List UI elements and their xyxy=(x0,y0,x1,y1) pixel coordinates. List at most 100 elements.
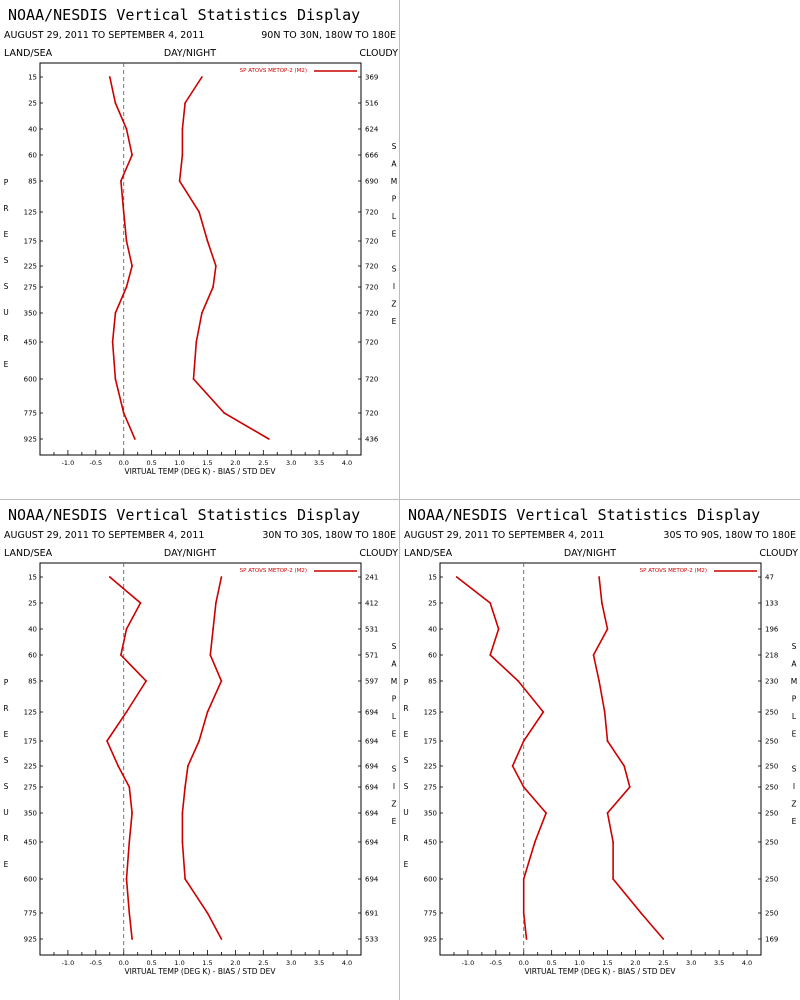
data-point xyxy=(125,628,128,630)
y2-axis-label-letter: P xyxy=(392,695,397,704)
pressure-tick-label: 350 xyxy=(24,810,37,818)
x-tick-label: 3.0 xyxy=(286,459,296,467)
date-range: AUGUST 29, 2011 TO SEPTEMBER 4, 2011 xyxy=(4,30,204,41)
data-point xyxy=(178,180,181,182)
series-line-std-dev xyxy=(181,576,223,940)
pressure-tick-label: 125 xyxy=(24,709,37,717)
land-sea-label: LAND/SEA xyxy=(404,548,453,559)
panel-title: NOAA/NESDIS Vertical Statistics Display xyxy=(408,506,760,524)
y-axis-label-letter: R xyxy=(3,834,8,843)
series-line-bias xyxy=(109,76,136,440)
pressure-tick-label: 60 xyxy=(28,152,37,160)
data-point xyxy=(131,812,134,814)
x-tick-label: 2.0 xyxy=(230,459,240,467)
data-point xyxy=(542,711,545,713)
pressure-tick-label: 25 xyxy=(28,600,37,608)
day-night-label: DAY/NIGHT xyxy=(164,48,216,59)
y2-axis-label-letter: L xyxy=(792,712,797,721)
data-point xyxy=(184,878,187,880)
x-axis-label: VIRTUAL TEMP (DEG K) - BIAS / STD DEV xyxy=(524,967,676,976)
x-tick-label: -1.0 xyxy=(62,959,75,967)
pressure-tick-label: 175 xyxy=(24,238,37,246)
data-point xyxy=(192,378,195,380)
x-tick-label: 4.0 xyxy=(342,959,352,967)
sample-size-label: 169 xyxy=(765,936,778,944)
region: 30N TO 30S, 180W TO 180E xyxy=(262,530,396,541)
chart-svg: NOAA/NESDIS Vertical Statistics Display A… xyxy=(3,506,398,976)
sample-size-label: 720 xyxy=(365,410,378,418)
y2-axis-label-letter: P xyxy=(792,695,797,704)
data-point xyxy=(606,628,609,630)
sample-size-label: 694 xyxy=(365,839,379,847)
y-axis-label-letter: E xyxy=(4,730,9,739)
sample-size-label: 250 xyxy=(765,784,778,792)
sample-size-label: 624 xyxy=(365,126,379,134)
pressure-tick-label: 275 xyxy=(24,284,37,292)
y-axis-label-letter: E xyxy=(4,860,9,869)
pressure-tick-label: 925 xyxy=(24,936,37,944)
data-point xyxy=(455,576,458,578)
data-point xyxy=(623,765,626,767)
x-tick-label: 1.0 xyxy=(174,459,184,467)
pressure-tick-label: 85 xyxy=(28,178,37,186)
data-point xyxy=(117,765,120,767)
cloudy-label: CLOUDY xyxy=(759,548,798,559)
pressure-tick-label: 25 xyxy=(28,100,37,108)
data-point xyxy=(181,128,184,130)
y-axis-label-letter: S xyxy=(4,782,9,791)
chart-panel-lower-left: NOAA/NESDIS Vertical Statistics Display A… xyxy=(0,500,400,1000)
x-tick-label: 3.0 xyxy=(286,959,296,967)
pressure-tick-label: 275 xyxy=(24,784,37,792)
chart-svg: NOAA/NESDIS Vertical Statistics Display A… xyxy=(403,506,798,976)
data-point xyxy=(200,312,203,314)
data-point xyxy=(128,786,131,788)
data-point xyxy=(108,76,111,78)
data-point xyxy=(517,680,520,682)
sample-size-label: 720 xyxy=(365,376,378,384)
y-axis-label-letter: U xyxy=(3,308,9,317)
pressure-tick-label: 600 xyxy=(24,876,37,884)
data-point xyxy=(598,576,601,578)
data-point xyxy=(139,602,142,604)
data-point xyxy=(114,102,117,104)
sample-size-label: 720 xyxy=(365,238,378,246)
y2-axis-label-letter: Z xyxy=(391,800,396,809)
data-point xyxy=(545,812,547,814)
data-point xyxy=(120,654,122,656)
region: 30S TO 90S, 180W TO 180E xyxy=(663,530,796,541)
sample-size-label: 250 xyxy=(765,709,778,717)
date-range: AUGUST 29, 2011 TO SEPTEMBER 4, 2011 xyxy=(4,530,204,541)
sample-size-label: 694 xyxy=(365,709,379,717)
x-tick-label: 0.5 xyxy=(146,959,156,967)
series-line-std-dev xyxy=(178,76,270,440)
data-point xyxy=(497,628,500,630)
pressure-tick-label: 225 xyxy=(424,763,437,771)
date-range: AUGUST 29, 2011 TO SEPTEMBER 4, 2011 xyxy=(404,530,604,541)
legend-label: SP ATOVS METOP-2 (M2) xyxy=(240,568,307,574)
data-point xyxy=(534,841,536,843)
data-point xyxy=(206,912,209,914)
data-point xyxy=(489,654,492,656)
y2-axis-label-letter: Z xyxy=(391,300,396,309)
y-axis-label-letter: S xyxy=(4,256,9,265)
pressure-tick-label: 775 xyxy=(24,410,37,418)
data-point xyxy=(122,211,125,213)
x-tick-label: -0.5 xyxy=(89,959,102,967)
x-tick-label: 2.0 xyxy=(230,959,240,967)
data-point xyxy=(606,740,609,742)
y2-axis-label-letter: L xyxy=(392,212,397,221)
pressure-tick-label: 125 xyxy=(24,209,37,217)
pressure-tick-label: 225 xyxy=(24,263,37,271)
pressure-tick-label: 450 xyxy=(24,339,37,347)
data-point xyxy=(184,786,187,788)
plot-frame xyxy=(39,62,362,456)
sample-size-label: 694 xyxy=(365,810,379,818)
pressure-tick-label: 60 xyxy=(28,652,37,660)
pressure-tick-label: 40 xyxy=(28,126,37,134)
x-tick-label: 3.5 xyxy=(314,459,324,467)
x-tick-label: -0.5 xyxy=(489,959,502,967)
x-tick-label: 4.0 xyxy=(742,959,752,967)
data-point xyxy=(612,841,614,843)
x-tick-label: 3.0 xyxy=(686,959,696,967)
x-axis-label: VIRTUAL TEMP (DEG K) - BIAS / STD DEV xyxy=(124,967,276,976)
